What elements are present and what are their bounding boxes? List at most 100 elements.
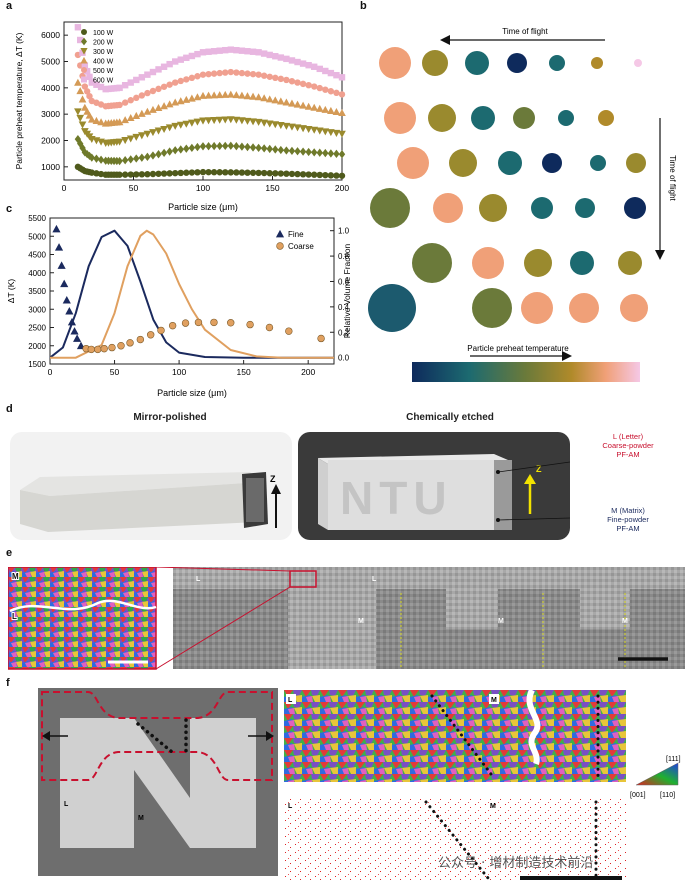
chart-a-point (322, 171, 329, 179)
chart-a-point (183, 144, 190, 153)
chart-a-point (116, 171, 123, 178)
particle-circle (531, 197, 553, 219)
chart-a-point (254, 93, 263, 101)
ipf-label-111: [111] (666, 756, 681, 763)
chart-a-point (86, 92, 93, 100)
chart-a-point (88, 153, 95, 162)
chart-a-xtick-label: 0 (62, 183, 67, 193)
chart-c-point (65, 306, 74, 315)
mirror-polished-title: Mirror-polished (133, 412, 207, 423)
chart-c-distribution-line (49, 229, 334, 359)
chart-a-point (210, 70, 218, 77)
chart-a-point (294, 58, 301, 66)
letter-caption-line3: PF-AM (616, 450, 640, 459)
chart-a-point (77, 36, 84, 44)
chart-a-point (283, 146, 290, 155)
chart-c-y2label: Relative Volume Fraction (342, 243, 352, 338)
chart-a-point (177, 56, 184, 63)
chart-a-point (93, 154, 100, 163)
inset-location-box (289, 570, 317, 588)
chart-a-point (188, 74, 196, 82)
chart-a-point (133, 171, 140, 178)
chart-a-point (249, 143, 257, 152)
chart-a-ytick-label: 6000 (41, 30, 60, 40)
chart-a-point (254, 118, 263, 126)
chart-a-point (293, 124, 302, 132)
chart-c-ytick-label: 3500 (28, 287, 46, 296)
chart-a-point (205, 48, 212, 55)
etched-bar-face (318, 458, 328, 530)
chart-a-point (172, 58, 179, 65)
chart-a-point (271, 121, 280, 129)
matrix-caption-line1: M (Matrix) (611, 506, 645, 515)
arrow-left-icon (42, 731, 50, 741)
etched-bar-front (328, 460, 508, 530)
arrowhead-left-icon (440, 35, 450, 45)
kam-map (284, 798, 626, 880)
chart-a-point (115, 138, 124, 146)
ipf-label-001: [001] (630, 792, 646, 799)
chart-a-point (172, 146, 179, 155)
chart-a-point (165, 124, 174, 132)
chart-a-point (265, 95, 274, 103)
chart-a-point (194, 169, 201, 176)
chart-c-point (100, 344, 108, 353)
chart-a-point (155, 170, 162, 177)
chart-a-point (133, 94, 140, 102)
chart-a-point (121, 82, 129, 89)
f-ebsd-label-m: M (491, 697, 497, 704)
ipf-color-key: [111] [001] [110] (630, 756, 681, 799)
chart-a-point (199, 49, 207, 56)
chart-a-point (227, 141, 234, 150)
chart-a-point (171, 122, 180, 130)
chart-a-point (188, 94, 196, 102)
chart-a-point (299, 125, 307, 133)
chart-a-point (333, 71, 340, 79)
chart-a-point (138, 109, 146, 117)
chart-a-point (188, 169, 196, 176)
particle-circle (549, 55, 565, 71)
chart-a-point (121, 171, 129, 178)
chart-a-point (76, 87, 85, 95)
chart-a-point (149, 151, 157, 160)
chart-c-y2tick-label: 0.8 (338, 252, 350, 261)
chart-a-point (143, 107, 152, 115)
chart-c-frame (49, 217, 335, 365)
chart-a-point (233, 142, 240, 151)
chart-a-point (227, 46, 234, 53)
chart-c-ytick-label: 4000 (28, 269, 46, 278)
chart-a-point (87, 115, 96, 123)
chart-a-point (238, 47, 246, 54)
chart-a-point (132, 133, 141, 141)
chart-c-ytick-label: 1500 (28, 360, 46, 369)
chart-a-point (277, 54, 285, 61)
f-left-label-m: M (138, 815, 144, 822)
time-of-flight-label-top: Time of flight (502, 27, 548, 36)
chart-a-point (121, 99, 129, 106)
particle-circle (626, 153, 646, 173)
chart-a-xtick-label: 100 (196, 183, 210, 193)
particle-circle (370, 188, 410, 228)
chart-a-point (226, 90, 235, 98)
photo-chemically-etched: NTU Z (298, 432, 570, 540)
chart-a-point (283, 76, 290, 84)
matrix-caption-line2: Fine-powder (607, 515, 649, 524)
chart-a-point (177, 169, 184, 177)
chart-c-point (62, 296, 71, 304)
particle-circle (558, 110, 574, 126)
chart-a-point (176, 97, 185, 105)
chart-a-point (260, 50, 268, 57)
chart-a-point (199, 91, 207, 99)
particle-circle (521, 292, 553, 324)
chart-a-point (165, 100, 174, 108)
chart-a-point (138, 153, 146, 162)
colorbar-label: Particle preheat temperature (467, 344, 569, 353)
chart-a-point (138, 74, 146, 81)
chart-a-legend-label: 500 W (93, 68, 114, 75)
chart-a-point (176, 121, 185, 129)
chart-a-point (199, 168, 207, 176)
chart-a-point (97, 155, 105, 164)
chart-a-point (171, 98, 180, 106)
matrix-caption: M (Matrix) Fine-powder PF-AM (578, 506, 678, 533)
ebsd-inset (8, 567, 157, 670)
